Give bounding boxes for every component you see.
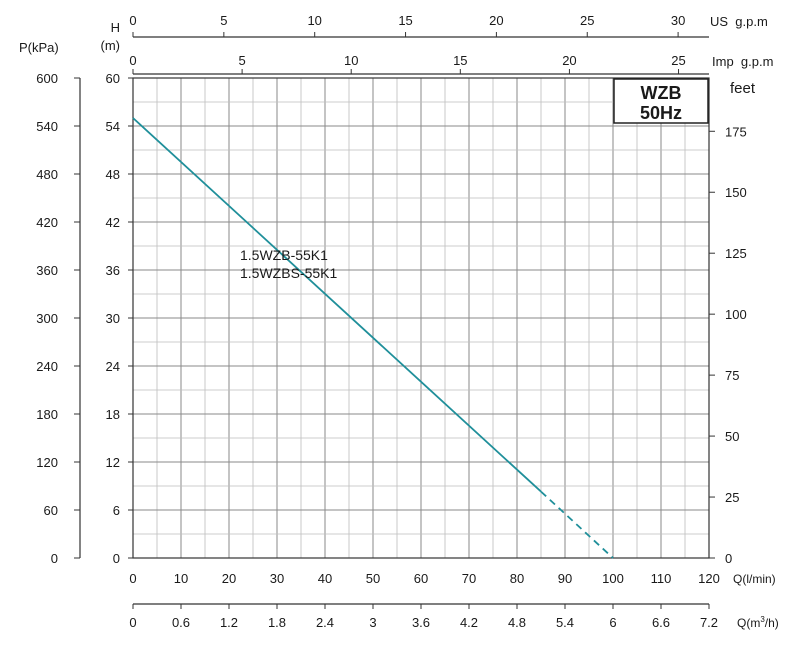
pump-curve-dashed [540, 490, 614, 559]
pressure-tick-label: 60 [44, 503, 58, 518]
imp-gpm-tick-label: 20 [562, 53, 576, 68]
pressure-tick-label: 540 [36, 119, 58, 134]
m3h-tick-label: 0 [129, 615, 136, 630]
x-tick-label: 90 [558, 571, 572, 586]
title-box [613, 78, 709, 124]
m3h-tick-label: 1.2 [220, 615, 238, 630]
feet-tick-label: 0 [725, 551, 732, 566]
x-tick-label: 40 [318, 571, 332, 586]
y-tick-label: 30 [106, 311, 120, 326]
us-gpm-tick-label: 5 [220, 13, 227, 28]
imp-gpm-tick-label: 15 [453, 53, 467, 68]
x-tick-label: 30 [270, 571, 284, 586]
label-layer: H (m) P(kPa) feet US g.p.m Imp g.p.m Q(l… [19, 14, 779, 630]
feet-tick-label: 175 [725, 124, 747, 139]
pressure-tick-label: 360 [36, 263, 58, 278]
y-tick-label: 0 [113, 551, 120, 566]
m3h-tick-label: 6.6 [652, 615, 670, 630]
y-tick-label: 6 [113, 503, 120, 518]
x-tick-label: 80 [510, 571, 524, 586]
feet-tick-label: 75 [725, 368, 739, 383]
m3h-tick-label: 0.6 [172, 615, 190, 630]
title-layer: WZB 50Hz [613, 78, 709, 124]
x-tick-label: 100 [602, 571, 624, 586]
us-gpm-tick-label: 30 [671, 13, 685, 28]
m3h-tick-label: 3.6 [412, 615, 430, 630]
imp-gpm-tick-label: 10 [344, 53, 358, 68]
pressure-tick-label: 480 [36, 167, 58, 182]
feet-tick-label: 50 [725, 429, 739, 444]
x-tick-label: 10 [174, 571, 188, 586]
x-tick-label: 110 [651, 571, 672, 586]
m3h-tick-label: 6 [609, 615, 616, 630]
pressure-tick-label: 420 [36, 215, 58, 230]
x-tick-label: 0 [129, 571, 136, 586]
series-label-1: 1.5WZB-55K1 [240, 247, 328, 263]
us-gpm-tick-label: 0 [129, 13, 136, 28]
pressure-tick-label: 0 [51, 551, 58, 566]
m3h-tick-label: 5.4 [556, 615, 574, 630]
chart-subtitle: 50Hz [640, 103, 682, 123]
y-axis-label-h: H [111, 20, 120, 35]
imp-gpm-tick-label: 25 [671, 53, 685, 68]
pressure-tick-label: 240 [36, 359, 58, 374]
flow-lmin-axis-label: Q(l/min) [733, 572, 776, 586]
pressure-axis-label: P(kPa) [19, 40, 59, 55]
feet-tick-label: 125 [725, 246, 747, 261]
m3h-tick-label: 7.2 [700, 615, 718, 630]
us-gpm-tick-label: 25 [580, 13, 594, 28]
y-axis-label-m: (m) [101, 38, 121, 53]
y-tick-label: 54 [106, 119, 120, 134]
pressure-tick-label: 300 [36, 311, 58, 326]
series-layer [132, 117, 614, 559]
m3h-tick-label: 1.8 [268, 615, 286, 630]
pump-curve-solid [132, 117, 542, 493]
m3h-tick-label: 2.4 [316, 615, 334, 630]
x-tick-label: 20 [222, 571, 236, 586]
feet-tick-label: 100 [725, 307, 747, 322]
feet-tick-label: 150 [725, 185, 747, 200]
us-gpm-tick-label: 20 [489, 13, 503, 28]
y-tick-label: 60 [106, 71, 120, 86]
y-tick-label: 18 [106, 407, 120, 422]
x-tick-label: 70 [462, 571, 476, 586]
y-tick-label: 48 [106, 167, 120, 182]
x-tick-label: 120 [698, 571, 720, 586]
y-tick-label: 42 [106, 215, 120, 230]
pressure-tick-label: 180 [36, 407, 58, 422]
us-gpm-tick-label: 15 [398, 13, 412, 28]
us-gpm-axis-label: US g.p.m [710, 14, 768, 29]
x-tick-label: 60 [414, 571, 428, 586]
m3h-tick-label: 3 [369, 615, 376, 630]
pressure-tick-label: 120 [36, 455, 58, 470]
pressure-tick-label: 600 [36, 71, 58, 86]
m3h-tick-label: 4.8 [508, 615, 526, 630]
imp-gpm-axis-label: Imp g.p.m [712, 54, 773, 69]
flow-m3h-axis-label: Q(m3/h) [737, 615, 779, 630]
axis-layer: 0612182430364248546006012018024030036042… [36, 13, 746, 630]
us-gpm-tick-label: 10 [307, 13, 321, 28]
imp-gpm-tick-label: 0 [129, 53, 136, 68]
feet-axis-label: feet [730, 80, 756, 97]
series-label-2: 1.5WZBS-55K1 [240, 265, 337, 281]
m3h-tick-label: 4.2 [460, 615, 478, 630]
y-tick-label: 36 [106, 263, 120, 278]
y-tick-label: 24 [106, 359, 120, 374]
x-tick-label: 50 [366, 571, 380, 586]
chart-title: WZB [641, 83, 682, 103]
grid-layer [132, 77, 710, 559]
feet-tick-label: 25 [725, 490, 739, 505]
imp-gpm-tick-label: 5 [238, 53, 245, 68]
y-tick-label: 12 [106, 455, 120, 470]
